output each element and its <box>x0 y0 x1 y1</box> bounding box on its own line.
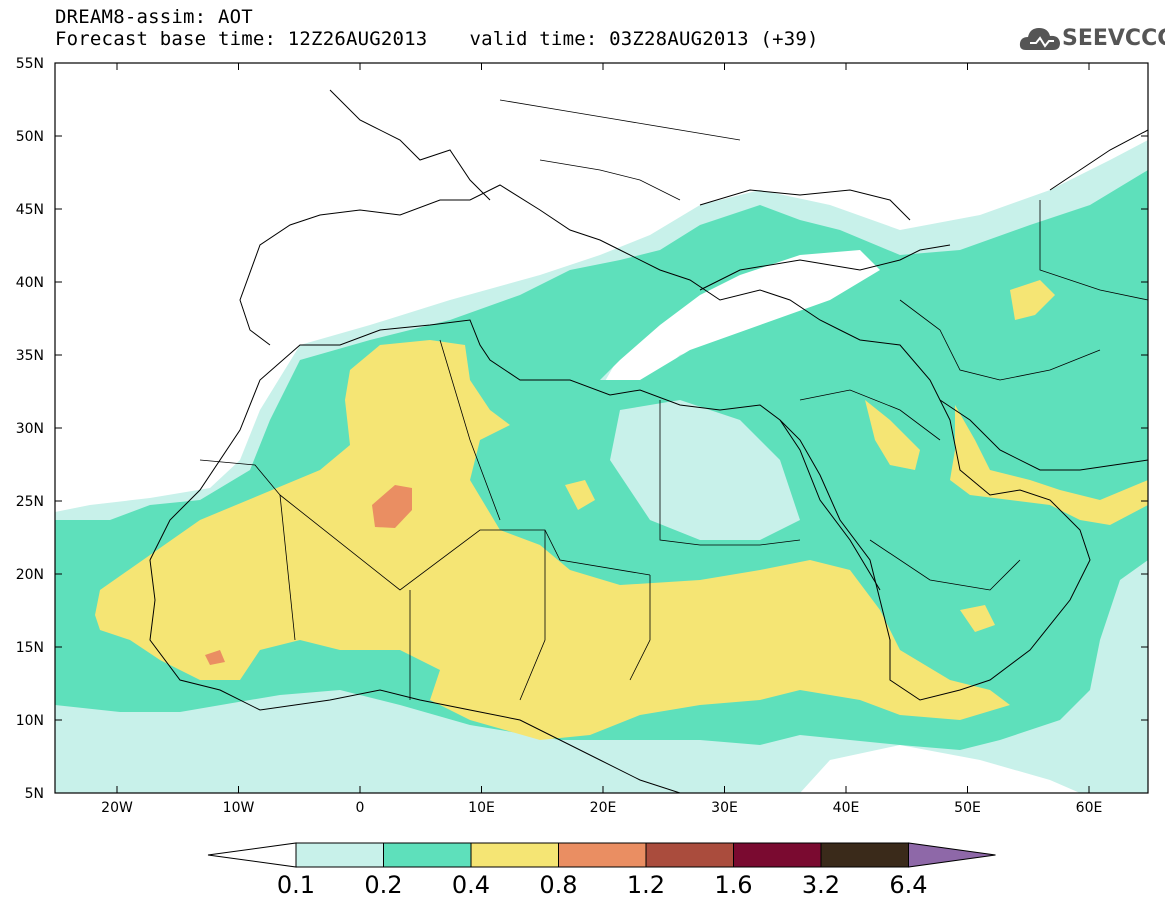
lon-label: 10W <box>223 800 255 816</box>
colorbar-swatch <box>820 842 909 868</box>
lat-label: 5N <box>25 786 44 802</box>
lat-label: 50N <box>16 129 44 145</box>
colorbar-swatch <box>470 842 559 868</box>
axis-ticks <box>55 62 1148 794</box>
colorbar-label: 1.2 <box>627 871 665 899</box>
coastlines <box>149 89 1148 793</box>
colorbar-low-triangle <box>207 842 297 868</box>
colorbar-label: 0.1 <box>277 871 315 899</box>
seevccc-logo: SEEVCCC <box>1018 22 1165 58</box>
colorbar-high-triangle <box>908 842 996 868</box>
lat-label: 10N <box>16 713 44 729</box>
cloud-icon <box>1019 28 1060 50</box>
lat-label: 25N <box>16 494 44 510</box>
lon-label: 20E <box>590 800 617 816</box>
lon-label: 0 <box>356 800 365 816</box>
colorbar: 0.1 0.2 0.4 0.8 1.2 1.6 3.2 6.4 <box>207 842 996 899</box>
colorbar-label: 3.2 <box>802 871 840 899</box>
lat-label: 30N <box>16 421 44 437</box>
time-info: Forecast base time: 12Z26AUG2013 valid ti… <box>55 28 819 50</box>
colorbar-swatch <box>295 842 384 868</box>
map-title: DREAM8-assim: AOT <box>55 6 253 28</box>
colorbar-swatch <box>383 842 472 868</box>
colorbar-label: 1.6 <box>714 871 752 899</box>
longitude-axis: 20W 10W 0 10E 20E 30E 40E 50E 60E <box>101 800 1102 816</box>
aot-field <box>55 89 1148 793</box>
lon-label: 50E <box>954 800 981 816</box>
colorbar-label: 0.2 <box>364 871 402 899</box>
lat-label: 45N <box>16 202 44 218</box>
lon-label: 40E <box>833 800 860 816</box>
logo-text: SEEVCCC <box>1062 26 1165 51</box>
lon-label: 20W <box>101 800 133 816</box>
colorbar-label: 0.4 <box>452 871 490 899</box>
lat-label: 55N <box>16 56 44 72</box>
base-time: Forecast base time: 12Z26AUG2013 <box>55 28 428 50</box>
borders <box>199 99 1148 701</box>
aot-contour-0.4-west <box>95 340 1010 740</box>
lat-label: 40N <box>16 275 44 291</box>
colorbar-label: 0.8 <box>539 871 577 899</box>
valid-time: valid time: 03Z28AUG2013 (+39) <box>469 28 819 50</box>
colorbar-swatch <box>558 842 647 868</box>
colorbar-label: 6.4 <box>889 871 927 899</box>
colorbar-swatch <box>733 842 822 868</box>
lon-label: 10E <box>468 800 495 816</box>
lat-label: 15N <box>16 640 44 656</box>
lon-label: 60E <box>1076 800 1103 816</box>
colorbar-swatch <box>645 842 734 868</box>
lat-label: 20N <box>16 567 44 583</box>
lat-label: 35N <box>16 348 44 364</box>
lon-label: 30E <box>711 800 738 816</box>
aot-contour-0.8 <box>205 485 412 665</box>
latitude-axis: 55N 50N 45N 40N 35N 30N 25N 20N 15N 10N 5N <box>16 56 44 802</box>
